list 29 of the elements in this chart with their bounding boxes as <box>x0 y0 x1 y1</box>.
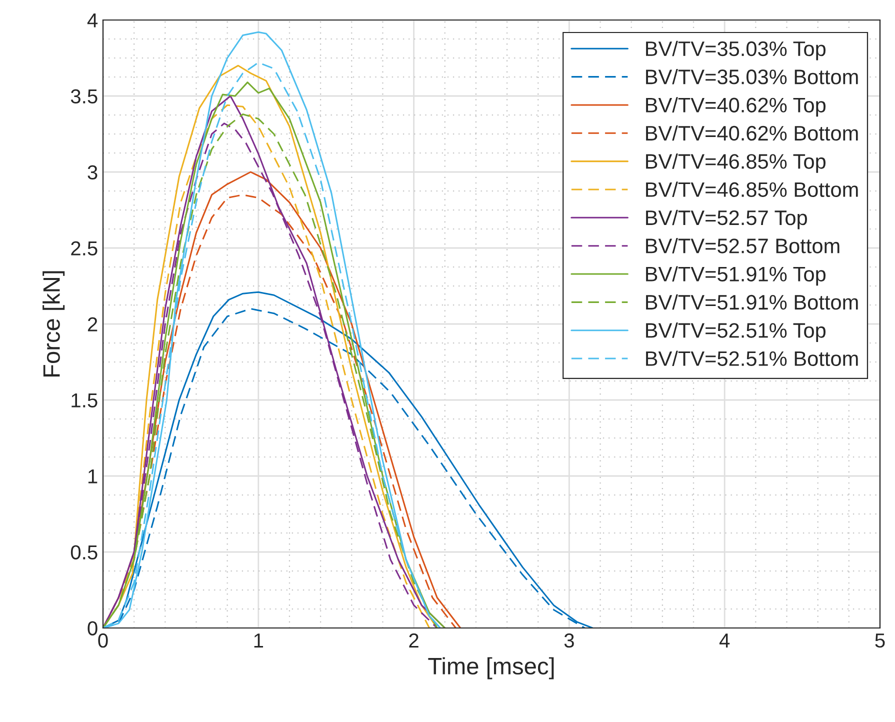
x-tick-label: 2 <box>409 633 418 648</box>
y-tick-label: 3.5 <box>70 89 98 104</box>
y-axis-title: Force [kN] <box>42 271 65 377</box>
y-tick-label: 2 <box>88 317 98 332</box>
legend-label: BV/TV=46.85% Top <box>646 154 826 173</box>
x-tick-label: 1 <box>254 634 264 648</box>
legend-label: BV/TV=52.51% Top <box>646 322 826 342</box>
y-tick-label: 1.5 <box>72 393 98 408</box>
legend-label: BV/TV=46.85% Bottom <box>646 182 858 197</box>
legend-label: BV/TV=51.91% Bottom <box>646 294 858 310</box>
legend-label: BV/TV=35.03% Bottom <box>646 69 858 84</box>
y-tick-label: 3 <box>88 165 98 180</box>
y-tick-label: 0 <box>88 621 98 636</box>
x-tick-label: 3 <box>564 633 574 648</box>
x-tick-label: 4 <box>719 634 730 648</box>
legend-label: BV/TV=35.03% Top <box>646 40 826 60</box>
legend-label: BV/TV=52.51% Bottom <box>646 350 858 366</box>
legend-label: BV/TV=51.91% Top <box>646 266 826 286</box>
y-tick-label: 0.5 <box>70 545 98 560</box>
x-tick-label: 5 <box>875 634 885 648</box>
y-tick-label: 2.5 <box>71 241 98 256</box>
y-tick-label: 4 <box>87 13 98 28</box>
legend-label: BV/TV=40.62% Top <box>646 97 826 117</box>
x-axis-title: Time [msec] <box>428 657 554 680</box>
legend-label: BV/TV=40.62% Bottom <box>646 125 858 141</box>
y-tick-label: 1 <box>88 469 98 484</box>
legend-label: BV/TV=52.57 Top <box>646 210 807 230</box>
legend-label: BV/TV=52.57 Bottom <box>646 238 840 254</box>
x-tick-label: 0 <box>98 633 108 648</box>
